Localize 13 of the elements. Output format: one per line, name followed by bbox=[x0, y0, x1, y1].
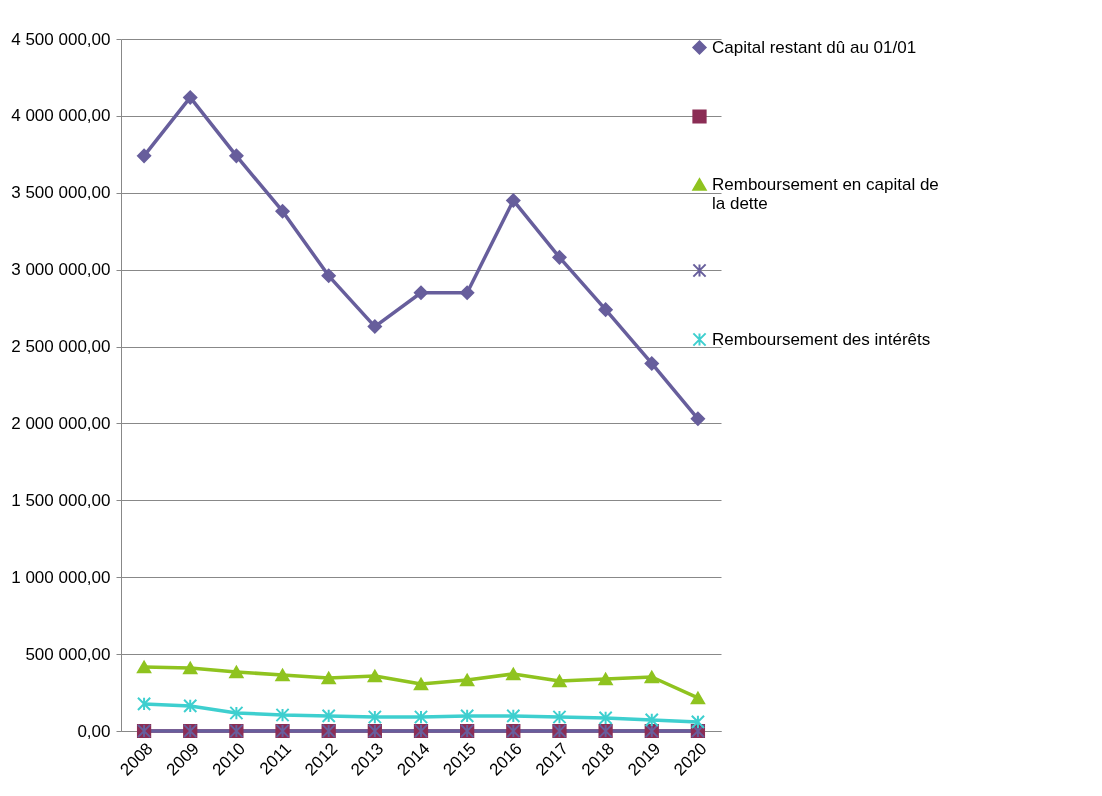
y-tick-label: 4 500 000,00 bbox=[11, 29, 111, 49]
y-tick-label: 1 500 000,00 bbox=[11, 490, 111, 510]
legend-label: Remboursement en capital de la dette bbox=[712, 174, 939, 213]
legend-label: Remboursement des intérêts bbox=[712, 329, 931, 349]
y-tick-label: 3 000 000,00 bbox=[11, 260, 111, 280]
legend-label: Capital restant dû au 01/01 bbox=[712, 37, 917, 57]
y-tick-label: 1 000 000,00 bbox=[11, 567, 111, 587]
y-tick-label: 3 500 000,00 bbox=[11, 183, 111, 203]
y-tick-label: 4 000 000,00 bbox=[11, 106, 111, 126]
y-tick-label: 0,00 bbox=[77, 721, 111, 741]
y-tick-label: 2 000 000,00 bbox=[11, 413, 111, 433]
y-tick-label: 500 000,00 bbox=[25, 644, 111, 664]
y-tick-label: 2 500 000,00 bbox=[11, 337, 111, 357]
